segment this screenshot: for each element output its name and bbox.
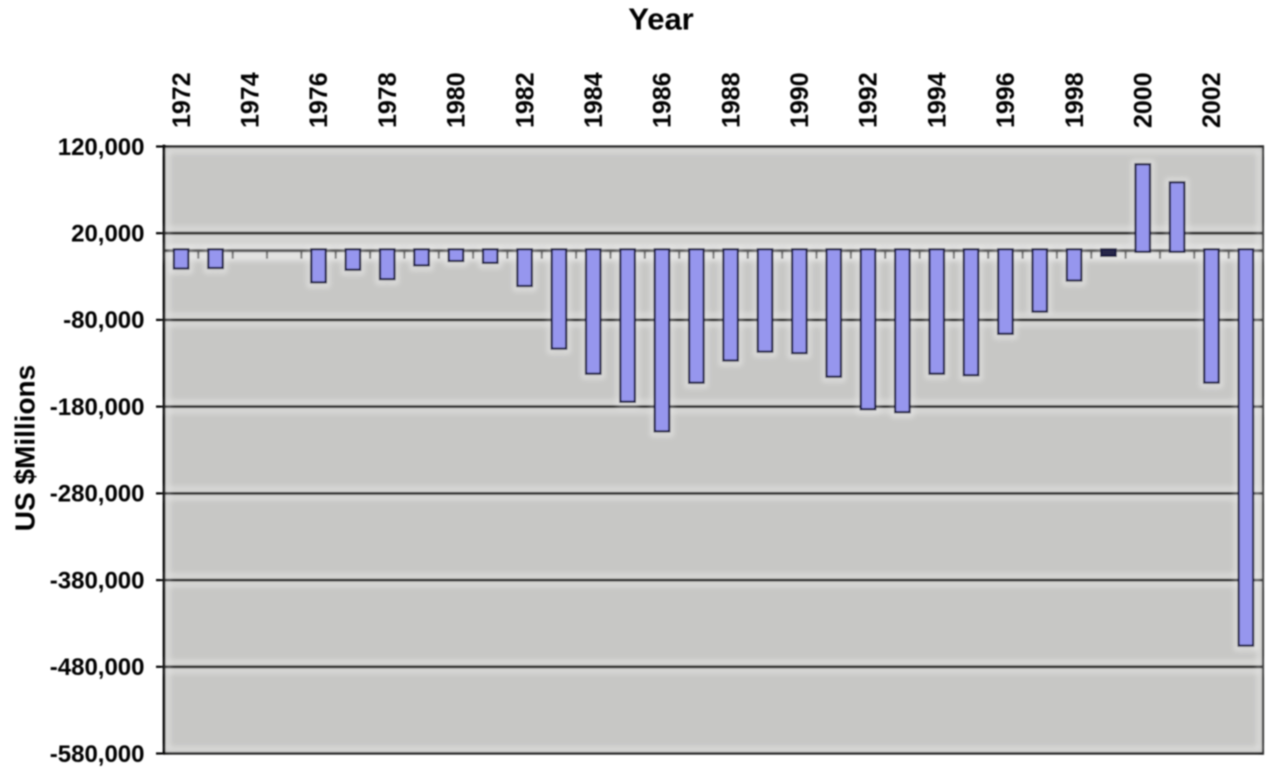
- svg-text:1990: 1990: [786, 72, 814, 128]
- svg-text:-380,000: -380,000: [50, 567, 145, 594]
- svg-text:120,000: 120,000: [58, 134, 145, 161]
- svg-text:Year: Year: [628, 2, 694, 37]
- svg-text:-280,000: -280,000: [50, 481, 145, 508]
- svg-text:2000: 2000: [1130, 72, 1158, 128]
- svg-text:US $Millions: US $Millions: [10, 365, 41, 531]
- svg-text:1982: 1982: [511, 72, 539, 128]
- svg-text:1996: 1996: [992, 72, 1020, 128]
- svg-text:20,000: 20,000: [71, 221, 144, 248]
- svg-text:-80,000: -80,000: [63, 307, 144, 334]
- svg-text:1974: 1974: [237, 72, 265, 128]
- svg-text:-180,000: -180,000: [50, 394, 145, 421]
- svg-text:1998: 1998: [1061, 72, 1089, 128]
- svg-text:1978: 1978: [374, 72, 402, 128]
- svg-text:1988: 1988: [717, 72, 745, 128]
- svg-text:1994: 1994: [923, 72, 951, 128]
- svg-text:1986: 1986: [649, 72, 677, 128]
- svg-text:1976: 1976: [305, 72, 333, 128]
- svg-text:-480,000: -480,000: [50, 654, 145, 681]
- svg-text:1972: 1972: [168, 72, 196, 128]
- svg-text:-580,000: -580,000: [50, 741, 145, 768]
- svg-text:1984: 1984: [580, 72, 608, 128]
- svg-text:1980: 1980: [443, 72, 471, 128]
- svg-text:1992: 1992: [855, 72, 883, 128]
- svg-text:2002: 2002: [1198, 72, 1226, 128]
